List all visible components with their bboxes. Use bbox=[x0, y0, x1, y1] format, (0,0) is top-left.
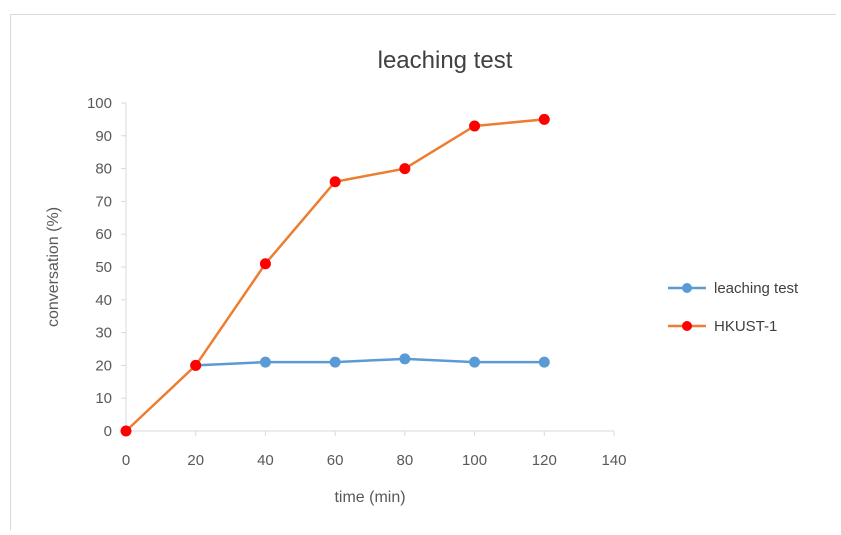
series-leaching-test bbox=[190, 353, 550, 371]
legend-item: HKUST-1 bbox=[668, 318, 777, 335]
y-axis: 0 10 20 30 40 50 60 70 80 90 100 bbox=[87, 95, 126, 440]
data-point bbox=[399, 353, 411, 365]
legend-swatch-marker bbox=[682, 321, 692, 331]
y-axis-title: conversation (%) bbox=[45, 207, 62, 327]
y-tick-label: 50 bbox=[95, 259, 112, 276]
data-point bbox=[399, 163, 411, 175]
series-line bbox=[195, 357, 545, 367]
data-point bbox=[329, 356, 341, 368]
data-point bbox=[538, 113, 550, 125]
x-tick-label: 60 bbox=[327, 452, 344, 469]
legend-label: leaching test bbox=[714, 280, 799, 297]
legend-label: HKUST-1 bbox=[714, 318, 777, 335]
series-line bbox=[125, 118, 545, 432]
x-tick-label: 140 bbox=[601, 452, 626, 469]
chart-title: leaching test bbox=[378, 47, 513, 74]
data-point bbox=[190, 359, 202, 371]
data-point bbox=[259, 258, 271, 270]
series-hkust-1 bbox=[120, 113, 550, 437]
y-tick-label: 70 bbox=[95, 193, 112, 210]
x-tick-label: 0 bbox=[122, 452, 130, 469]
chart-frame bbox=[10, 14, 836, 530]
legend-swatch-marker bbox=[682, 283, 692, 293]
y-tick-label: 90 bbox=[95, 128, 112, 145]
y-tick-label: 0 bbox=[104, 423, 112, 440]
y-tick-label: 40 bbox=[95, 292, 112, 309]
x-tick-label: 20 bbox=[187, 452, 204, 469]
x-axis-title: time (min) bbox=[334, 489, 405, 506]
data-point bbox=[329, 176, 341, 188]
y-tick-label: 80 bbox=[95, 161, 112, 178]
plot-area bbox=[120, 113, 550, 437]
x-tick-label: 100 bbox=[462, 452, 487, 469]
data-point bbox=[259, 356, 271, 368]
x-tick-label: 40 bbox=[257, 452, 274, 469]
legend: leaching test HKUST-1 bbox=[668, 280, 799, 335]
y-tick-label: 100 bbox=[87, 95, 112, 112]
y-tick-label: 30 bbox=[95, 325, 112, 342]
y-tick-label: 10 bbox=[95, 390, 112, 407]
y-tick-label: 20 bbox=[95, 357, 112, 374]
data-point bbox=[469, 356, 481, 368]
data-point bbox=[469, 120, 481, 132]
data-point bbox=[538, 356, 550, 368]
data-point bbox=[120, 425, 132, 437]
x-tick-label: 120 bbox=[532, 452, 557, 469]
y-tick-label: 60 bbox=[95, 226, 112, 243]
x-axis: 0 20 40 60 80 100 120 140 bbox=[122, 431, 627, 469]
legend-item: leaching test bbox=[668, 280, 799, 297]
x-tick-label: 80 bbox=[397, 452, 414, 469]
